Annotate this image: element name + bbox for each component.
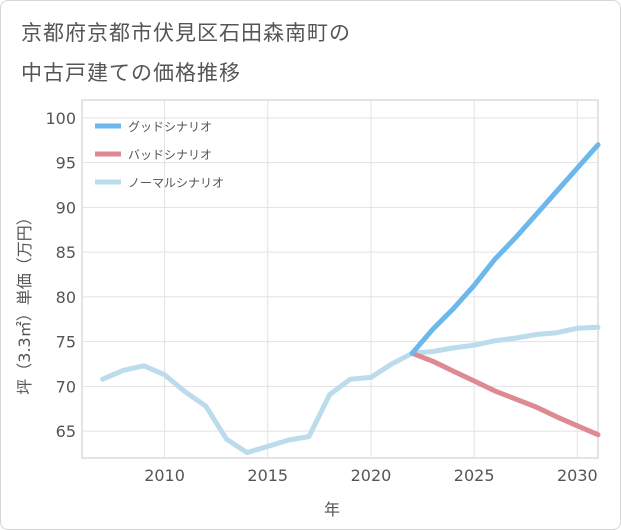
y-tick-label-90: 90 bbox=[56, 198, 76, 217]
legend-label-2: ノーマルシナリオ bbox=[128, 176, 224, 190]
y-axis-ticks: 65 70 75 80 85 90 95 100 bbox=[45, 109, 76, 441]
x-tick-label-2015: 2015 bbox=[247, 466, 288, 485]
grid-lines bbox=[82, 100, 598, 458]
legend-label-0: グッドシナリオ bbox=[128, 120, 212, 134]
y-tick-label-75: 75 bbox=[56, 333, 76, 352]
x-axis-ticks: 2010 2015 2020 2025 2030 bbox=[144, 466, 598, 485]
series-line-2 bbox=[100, 324, 601, 456]
x-tick-label-2010: 2010 bbox=[144, 466, 185, 485]
x-tick-label-2030: 2030 bbox=[557, 466, 598, 485]
series-line-1 bbox=[409, 350, 601, 438]
y-tick-label-70: 70 bbox=[56, 377, 76, 396]
series-lines bbox=[100, 142, 601, 456]
y-axis-label: 坪（3.3㎡）単価（万円） bbox=[15, 209, 34, 394]
chart-title-line1: 京都府京都市伏見区石田森南町の bbox=[21, 21, 351, 45]
y-tick-label-95: 95 bbox=[56, 154, 76, 173]
x-tick-label-2020: 2020 bbox=[351, 466, 392, 485]
x-axis-label: 年 bbox=[324, 500, 340, 519]
y-tick-label-100: 100 bbox=[45, 109, 76, 128]
y-tick-label-65: 65 bbox=[56, 422, 76, 441]
series-line-0 bbox=[409, 142, 601, 356]
legend-label-1: バッドシナリオ bbox=[128, 148, 212, 162]
x-tick-label-2025: 2025 bbox=[454, 466, 495, 485]
y-tick-label-85: 85 bbox=[56, 243, 76, 262]
y-tick-label-80: 80 bbox=[56, 288, 76, 307]
chart-title-line2: 中古戸建ての価格推移 bbox=[21, 61, 241, 85]
